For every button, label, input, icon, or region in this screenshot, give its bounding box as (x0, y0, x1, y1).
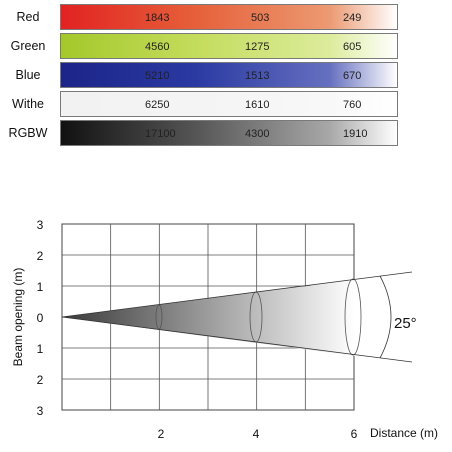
y-tick: 0 (37, 311, 44, 325)
row-value: 760 (343, 99, 362, 111)
row-label: Blue (15, 68, 41, 82)
row-value: 5210 (145, 70, 170, 82)
row-value: 1513 (245, 70, 270, 82)
row-label: Red (16, 10, 40, 24)
x-tick: 2 (158, 427, 165, 441)
beam-svg: 25° 3 2 1 0 1 2 3 Beam opening (m) 2 4 6… (11, 218, 438, 441)
row-value: 6250 (145, 99, 170, 111)
lux-table: Red 1843 503 249 Green 4560 1275 605 Blu… (0, 0, 452, 150)
row-label: RGBW (8, 126, 48, 140)
y-axis-label: Beam opening (m) (11, 268, 25, 367)
row-value: 605 (343, 41, 362, 53)
lux-row-white: Withe 6250 1610 760 (0, 91, 452, 117)
angle-arc (379, 275, 392, 359)
row-value: 4560 (145, 41, 170, 53)
lux-row-red: Red 1843 503 249 (0, 4, 452, 30)
x-tick: 4 (253, 427, 260, 441)
row-label: Green (10, 39, 46, 53)
row-color-bar: 5210 1513 670 (60, 62, 398, 88)
y-tick: 1 (37, 280, 44, 294)
x-axis-label: Distance (m) (370, 426, 438, 440)
y-tick-labels: 3 2 1 0 1 2 3 (37, 218, 44, 418)
row-value: 1610 (245, 99, 270, 111)
x-tick: 6 (351, 427, 358, 441)
y-tick: 3 (37, 404, 44, 418)
lux-row-rgbw: RGBW 17100 4300 1910 (0, 120, 452, 146)
lux-row-blue: Blue 5210 1513 670 (0, 62, 452, 88)
lux-row-green: Green 4560 1275 605 (0, 33, 452, 59)
beam-edge-top (61, 271, 413, 318)
x-tick-labels: 2 4 6 (158, 427, 358, 441)
y-tick: 2 (37, 373, 44, 387)
row-value: 1843 (145, 12, 170, 24)
beam-section-6m (344, 278, 362, 356)
row-value: 249 (343, 12, 362, 24)
row-color-bar: 4560 1275 605 (60, 33, 398, 59)
row-color-bar: 6250 1610 760 (60, 91, 398, 117)
row-value: 670 (343, 70, 362, 82)
row-value: 1275 (245, 41, 270, 53)
y-tick: 2 (37, 249, 44, 263)
beam-edge-bottom (61, 316, 413, 363)
beam-diagram: 25° 3 2 1 0 1 2 3 Beam opening (m) 2 4 6… (0, 200, 452, 452)
angle-label: 25° (394, 315, 417, 332)
row-color-bar: 17100 4300 1910 (60, 120, 398, 146)
beam-cone (62, 280, 355, 356)
y-tick: 1 (37, 342, 44, 356)
row-label: Withe (12, 97, 44, 111)
row-value: 1910 (343, 128, 368, 140)
row-value: 4300 (245, 128, 270, 140)
beam-section-2m (155, 304, 163, 330)
row-color-bar: 1843 503 249 (60, 4, 398, 30)
row-value: 17100 (145, 128, 176, 140)
row-value: 503 (251, 12, 270, 24)
y-tick: 3 (37, 218, 44, 232)
